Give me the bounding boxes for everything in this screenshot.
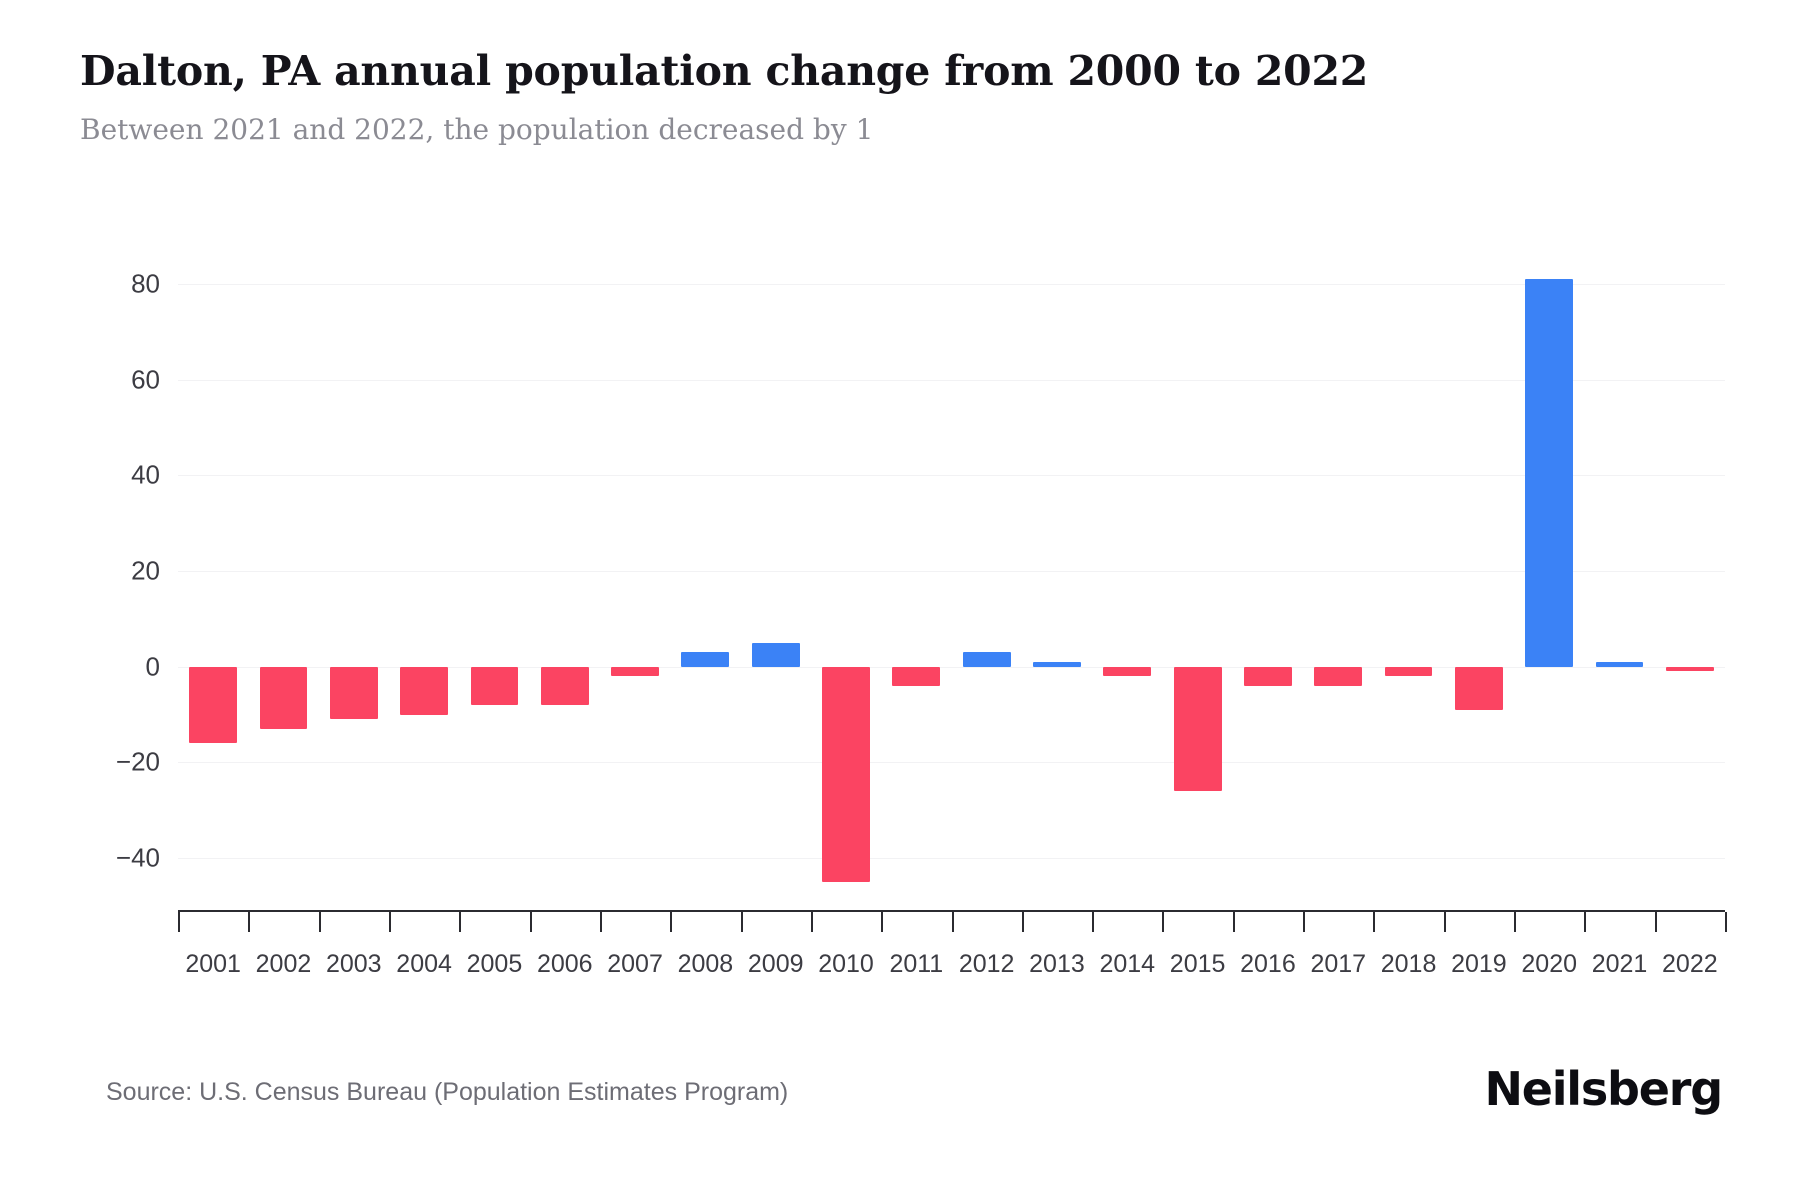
gridline — [178, 283, 1725, 285]
gridline — [178, 762, 1725, 764]
x-axis-line — [178, 910, 1725, 912]
bar-2018[interactable] — [1384, 666, 1433, 677]
source-note: Source: U.S. Census Bureau (Population E… — [106, 1078, 789, 1106]
x-axis-tick — [810, 912, 813, 932]
bar-2016[interactable] — [1244, 666, 1292, 686]
x-axis-tick — [388, 912, 391, 932]
x-axis-tick-label: 2008 — [677, 950, 734, 978]
brand-logo: Neilsberg — [1484, 1062, 1723, 1116]
x-axis-tick — [318, 912, 321, 932]
x-axis-tick — [248, 912, 251, 932]
y-axis-tick-label: 0 — [145, 651, 160, 682]
x-axis-tick — [881, 912, 884, 932]
x-axis-tick — [1162, 912, 1165, 932]
x-axis-tick-label: 2014 — [1099, 950, 1156, 978]
bar-2005[interactable] — [470, 666, 519, 705]
bar-2011[interactable] — [892, 666, 941, 686]
x-axis-tick-label: 2004 — [396, 950, 452, 978]
bar-2017[interactable] — [1314, 666, 1363, 686]
bar-2010[interactable] — [822, 666, 870, 883]
x-axis-tick — [1232, 912, 1235, 932]
x-axis-tick — [1373, 912, 1376, 932]
x-axis-tick — [670, 912, 673, 932]
x-axis-tick-label: 2016 — [1240, 950, 1296, 978]
bar-2012[interactable] — [962, 652, 1011, 667]
x-axis-tick — [1725, 912, 1727, 932]
y-axis-tick-label: −40 — [115, 842, 160, 873]
page-title: Dalton, PA annual population change from… — [80, 47, 1369, 95]
gridline — [178, 475, 1725, 477]
x-axis-tick — [178, 912, 180, 932]
x-axis-tick-label: 2009 — [747, 950, 804, 978]
x-axis-tick-label: 2018 — [1380, 950, 1437, 978]
x-axis-tick-label: 2019 — [1451, 950, 1507, 978]
bar-2008[interactable] — [681, 652, 730, 667]
y-axis-tick-label: 20 — [131, 555, 160, 586]
bar-2007[interactable] — [611, 666, 659, 677]
chart-header: Dalton, PA annual population change from… — [80, 47, 1720, 147]
bar-2003[interactable] — [329, 666, 378, 720]
x-axis-tick — [529, 912, 532, 932]
x-axis-tick — [951, 912, 954, 932]
gridline — [178, 666, 1725, 668]
x-axis-tick — [1584, 912, 1587, 932]
y-axis-tick-label: 40 — [131, 459, 160, 490]
plot-canvas — [178, 236, 1725, 906]
chart-subtitle: Between 2021 and 2022, the population de… — [80, 113, 874, 147]
x-axis-tick — [1654, 912, 1657, 932]
bar-2001[interactable] — [189, 666, 238, 744]
bar-2013[interactable] — [1033, 661, 1081, 667]
x-axis-tick — [1021, 912, 1024, 932]
y-axis-tick-label: −20 — [115, 746, 160, 777]
x-axis-tick-label: 2005 — [466, 950, 523, 978]
bar-2002[interactable] — [259, 666, 308, 729]
x-axis-tick-label: 2011 — [889, 950, 944, 978]
x-axis-tick-label: 2022 — [1662, 950, 1718, 978]
bar-2009[interactable] — [751, 642, 800, 667]
bar-2015[interactable] — [1173, 666, 1222, 792]
x-axis-tick — [740, 912, 743, 932]
bar-2006[interactable] — [540, 666, 589, 705]
x-axis-tick-label: 2010 — [818, 950, 874, 978]
x-axis-tick-label: 2013 — [1029, 950, 1085, 978]
x-axis-tick — [1303, 912, 1306, 932]
y-axis-tick-label: 60 — [131, 364, 160, 395]
x-axis-tick-label: 2015 — [1169, 950, 1226, 978]
x-axis-tick-label: 2021 — [1591, 950, 1648, 978]
bar-2021[interactable] — [1595, 661, 1644, 667]
x-axis-tick-label: 2007 — [607, 950, 663, 978]
y-axis-tick-label: 80 — [131, 268, 160, 299]
x-axis-tick-label: 2020 — [1521, 950, 1578, 978]
bar-2019[interactable] — [1454, 666, 1503, 710]
x-axis-tick-label: 2002 — [255, 950, 312, 978]
x-axis-tick-label: 2017 — [1310, 950, 1367, 978]
bar-2014[interactable] — [1103, 666, 1152, 677]
x-axis-tick-label: 2006 — [536, 950, 593, 978]
gridline — [178, 379, 1725, 381]
bar-2022[interactable] — [1665, 666, 1714, 672]
x-axis-tick — [459, 912, 462, 932]
x-axis-tick — [599, 912, 602, 932]
bar-2020[interactable] — [1525, 279, 1574, 667]
x-axis-tick — [1092, 912, 1095, 932]
gridline — [178, 858, 1725, 860]
x-axis-tick-label: 2012 — [958, 950, 1015, 978]
x-axis-tick — [1443, 912, 1446, 932]
x-axis-tick-label: 2001 — [185, 950, 241, 978]
bar-2004[interactable] — [400, 666, 449, 715]
x-axis-tick-label: 2003 — [325, 950, 382, 978]
gridline — [178, 571, 1725, 572]
x-axis-tick — [1514, 912, 1517, 932]
